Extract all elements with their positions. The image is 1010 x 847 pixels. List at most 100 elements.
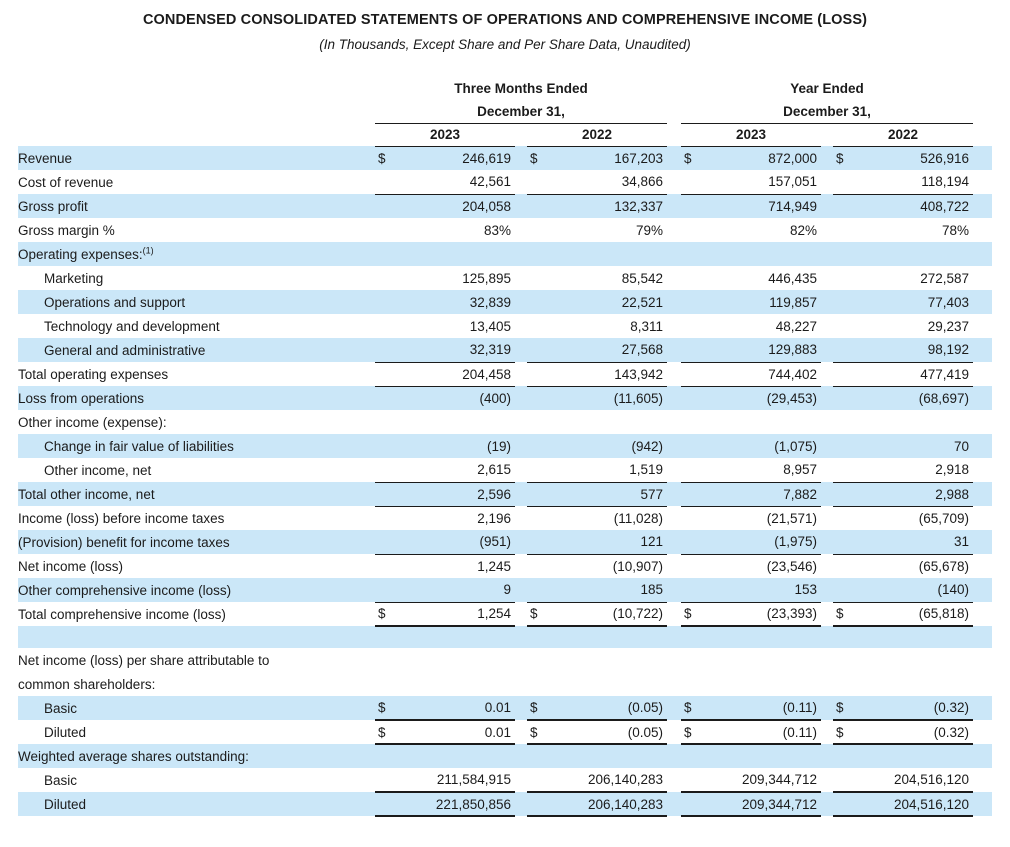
cell-value: 153 <box>681 578 822 603</box>
cell-number: 22,521 <box>621 294 664 310</box>
cell-value: 209,344,712 <box>681 768 822 793</box>
cell-value: 185 <box>527 578 668 603</box>
cell-value: (68,697) <box>833 386 974 410</box>
row-label: Total comprehensive income (loss) <box>18 606 226 622</box>
row-label: common shareholders: <box>18 676 156 692</box>
cell-value <box>833 410 973 434</box>
row-trail <box>973 77 992 100</box>
row-label: Technology and development <box>44 318 220 334</box>
column-gap <box>821 554 833 578</box>
table-row: Change in fair value of liabilities (19) (… <box>18 434 993 458</box>
column-gap <box>515 410 527 434</box>
column-gap <box>667 506 681 530</box>
dollar-sign: $ <box>378 700 386 715</box>
cell-value: $526,916 <box>833 146 974 170</box>
cell-value: 129,883 <box>681 338 822 363</box>
period-header-three-months: Three Months Ended <box>454 81 588 96</box>
dollar-sign: $ <box>378 724 386 740</box>
cell-number: 7,882 <box>783 486 818 502</box>
cell-value: $ (0.05) <box>527 696 668 721</box>
column-gap <box>821 530 834 554</box>
cell-value: $1,254 <box>375 602 515 627</box>
cell-value: (11,605) <box>527 386 668 410</box>
row-trail <box>973 242 993 266</box>
column-gap <box>821 744 834 768</box>
cell-number: 209,344,712 <box>741 772 818 787</box>
cell-value: (29,453) <box>681 386 822 410</box>
row-trail <box>973 218 992 242</box>
cell-value: $ (10,722) <box>527 602 668 627</box>
column-gap <box>515 482 527 506</box>
cell-number: 129,883 <box>768 342 818 358</box>
cell-number: 526,916 <box>920 150 970 166</box>
cell-number: 13,405 <box>469 318 511 334</box>
cell-number: 77,403 <box>927 294 970 310</box>
dollar-sign: $ <box>684 700 692 715</box>
cell-number: (21,571) <box>766 510 818 526</box>
cell-number: 31 <box>953 534 970 550</box>
cell-value: $ (0.11) <box>681 696 822 721</box>
cell-value: $ (0.11) <box>681 720 822 745</box>
cell-number: 32,839 <box>469 294 511 310</box>
cell-number: 714,949 <box>768 198 818 214</box>
cell-number: 121 <box>640 534 664 550</box>
cell-number: 408,722 <box>920 198 970 214</box>
column-gap <box>667 626 682 648</box>
column-gap <box>821 506 833 530</box>
cell-number: 446,435 <box>768 270 818 286</box>
column-gap <box>667 146 682 170</box>
cell-number: 204,516,120 <box>893 796 970 812</box>
dollar-sign: $ <box>530 700 538 715</box>
cell-value: 2,988 <box>833 482 974 507</box>
cell-value: $246,619 <box>375 146 515 170</box>
year-column-header: 2022 <box>527 123 668 147</box>
cell-value <box>527 648 667 672</box>
cell-value: 125,895 <box>375 266 515 290</box>
row-trail <box>973 194 993 218</box>
cell-number: 98,192 <box>927 342 970 358</box>
cell-value: 98,192 <box>833 338 974 363</box>
cell-value: (400) <box>375 386 515 410</box>
row-trail <box>973 648 992 672</box>
row-label: (Provision) benefit for income taxes <box>18 530 375 554</box>
row-trail <box>973 100 992 123</box>
column-gap <box>515 768 527 792</box>
cell-number: (0.32) <box>933 724 970 740</box>
column-gap <box>667 386 682 410</box>
column-gap <box>821 338 834 362</box>
cell-value: $ (0.32) <box>833 720 974 745</box>
cell-value <box>681 744 822 768</box>
cell-number: 744,402 <box>768 366 818 382</box>
cell-number: 29,237 <box>927 318 970 334</box>
column-gap <box>667 266 681 290</box>
dollar-sign: $ <box>836 724 844 740</box>
column-gap <box>821 266 833 290</box>
table-row: Marketing 125,895 85,542 446,435 272,587 <box>18 266 992 290</box>
cell-value <box>833 672 973 696</box>
column-gap <box>515 626 527 648</box>
cell-value: 13,405 <box>375 314 515 338</box>
year-column-header: 2023 <box>375 123 515 147</box>
cell-value: (65,709) <box>833 506 973 530</box>
row-label: Basic <box>44 772 78 788</box>
column-gap <box>515 554 527 578</box>
row-label: Loss from operations <box>18 386 375 410</box>
cell-value <box>681 242 822 266</box>
header-spacer <box>18 123 375 146</box>
cell-value: 204,516,120 <box>833 768 974 793</box>
cell-number: 2,596 <box>477 486 511 502</box>
column-gap <box>515 602 527 626</box>
cell-value <box>833 648 973 672</box>
cell-number: (0.32) <box>933 700 970 715</box>
row-trail <box>973 410 992 434</box>
cell-number: (1,075) <box>774 438 818 454</box>
cell-value: 1,245 <box>375 554 515 578</box>
cell-value: 272,587 <box>833 266 973 290</box>
cell-value: 78% <box>833 218 973 242</box>
cell-value: 9 <box>375 578 515 603</box>
cell-value: $0.01 <box>375 720 515 745</box>
cell-value: 204,516,120 <box>833 792 974 817</box>
table-row: Technology and development 13,405 8,311 48,… <box>18 314 992 338</box>
statement-table: Three Months Ended Year Ended December 3… <box>18 77 993 817</box>
row-label: Income (loss) before income taxes <box>18 510 225 526</box>
